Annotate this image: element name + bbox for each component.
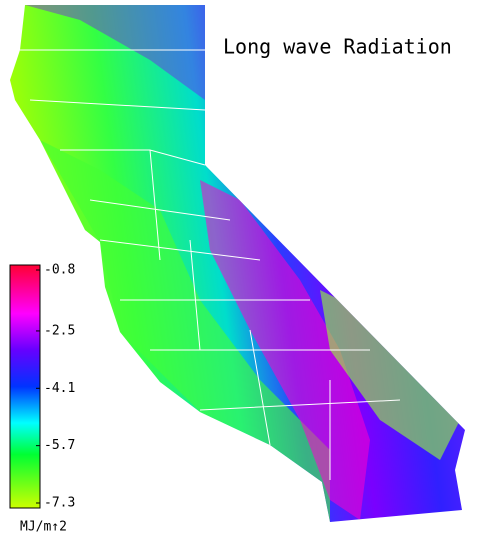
colorbar <box>9 264 41 509</box>
colorbar-tick-label: -4.1 <box>44 381 75 396</box>
north-band <box>25 5 205 100</box>
desert-band <box>320 290 460 460</box>
colorbar-tick-label: -0.8 <box>44 263 75 278</box>
colorbar-tick-label: -5.7 <box>44 438 75 453</box>
map-title: Long wave Radiation <box>223 35 452 59</box>
colorbar-unit: MJ/m↑2 <box>20 520 67 535</box>
county-lines <box>20 49 401 480</box>
colorbar-tick-label: -2.5 <box>44 323 75 338</box>
colorbar-tick-label: -7.3 <box>44 496 75 511</box>
coastal-band <box>40 140 330 522</box>
